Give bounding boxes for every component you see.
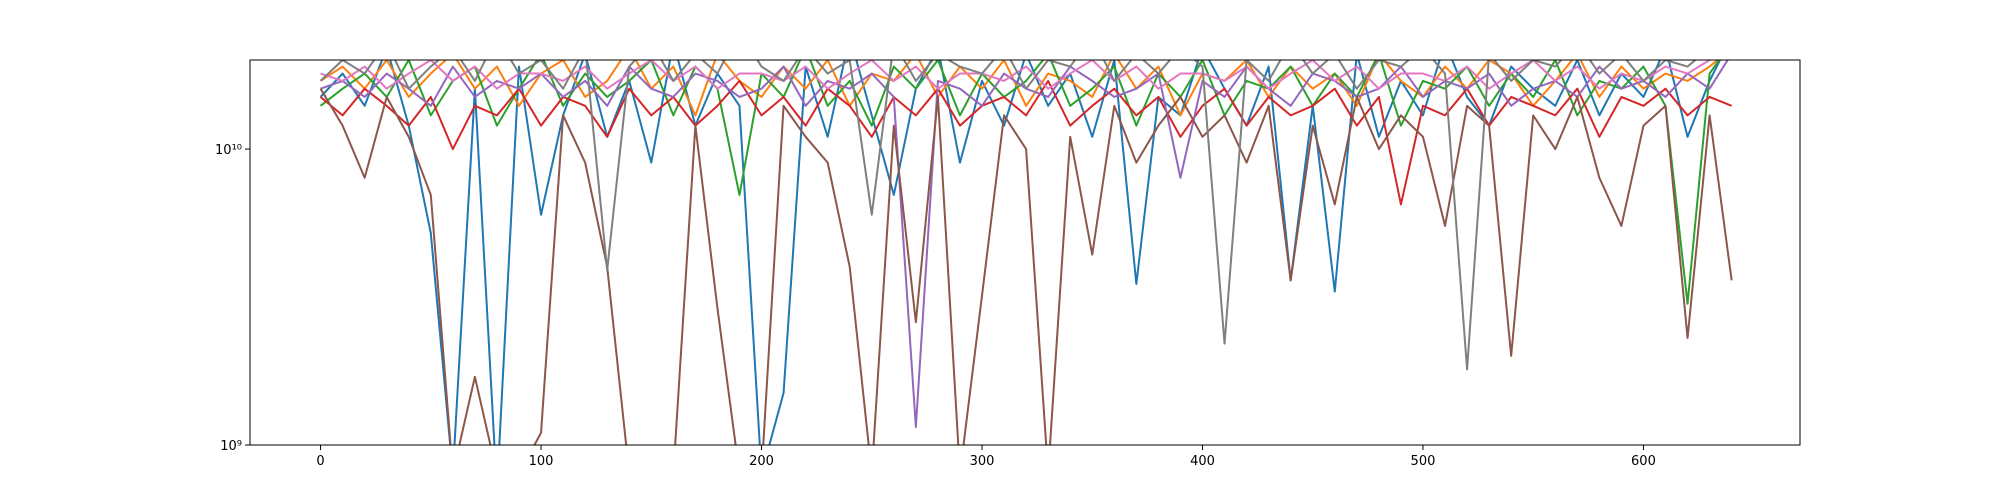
series-line <box>319 60 1722 445</box>
x-tick-label: 300 <box>970 454 995 469</box>
x-tick-label: 200 <box>749 454 774 469</box>
x-tick-label: 600 <box>1631 454 1656 469</box>
series-line <box>319 79 1733 206</box>
series-line <box>319 88 1733 445</box>
series-line <box>320 60 1719 117</box>
x-tick-label: 0 <box>316 454 324 469</box>
axes-frame <box>249 59 1801 446</box>
plot-area <box>319 60 1733 445</box>
y-tick-label: 10⁹ <box>220 439 242 454</box>
x-tick-label: 500 <box>1411 454 1436 469</box>
x-tick-label: 400 <box>1190 454 1215 469</box>
x-tick-label: 100 <box>529 454 554 469</box>
series-line <box>319 60 1697 371</box>
y-tick-label: 10¹⁰ <box>215 143 242 158</box>
